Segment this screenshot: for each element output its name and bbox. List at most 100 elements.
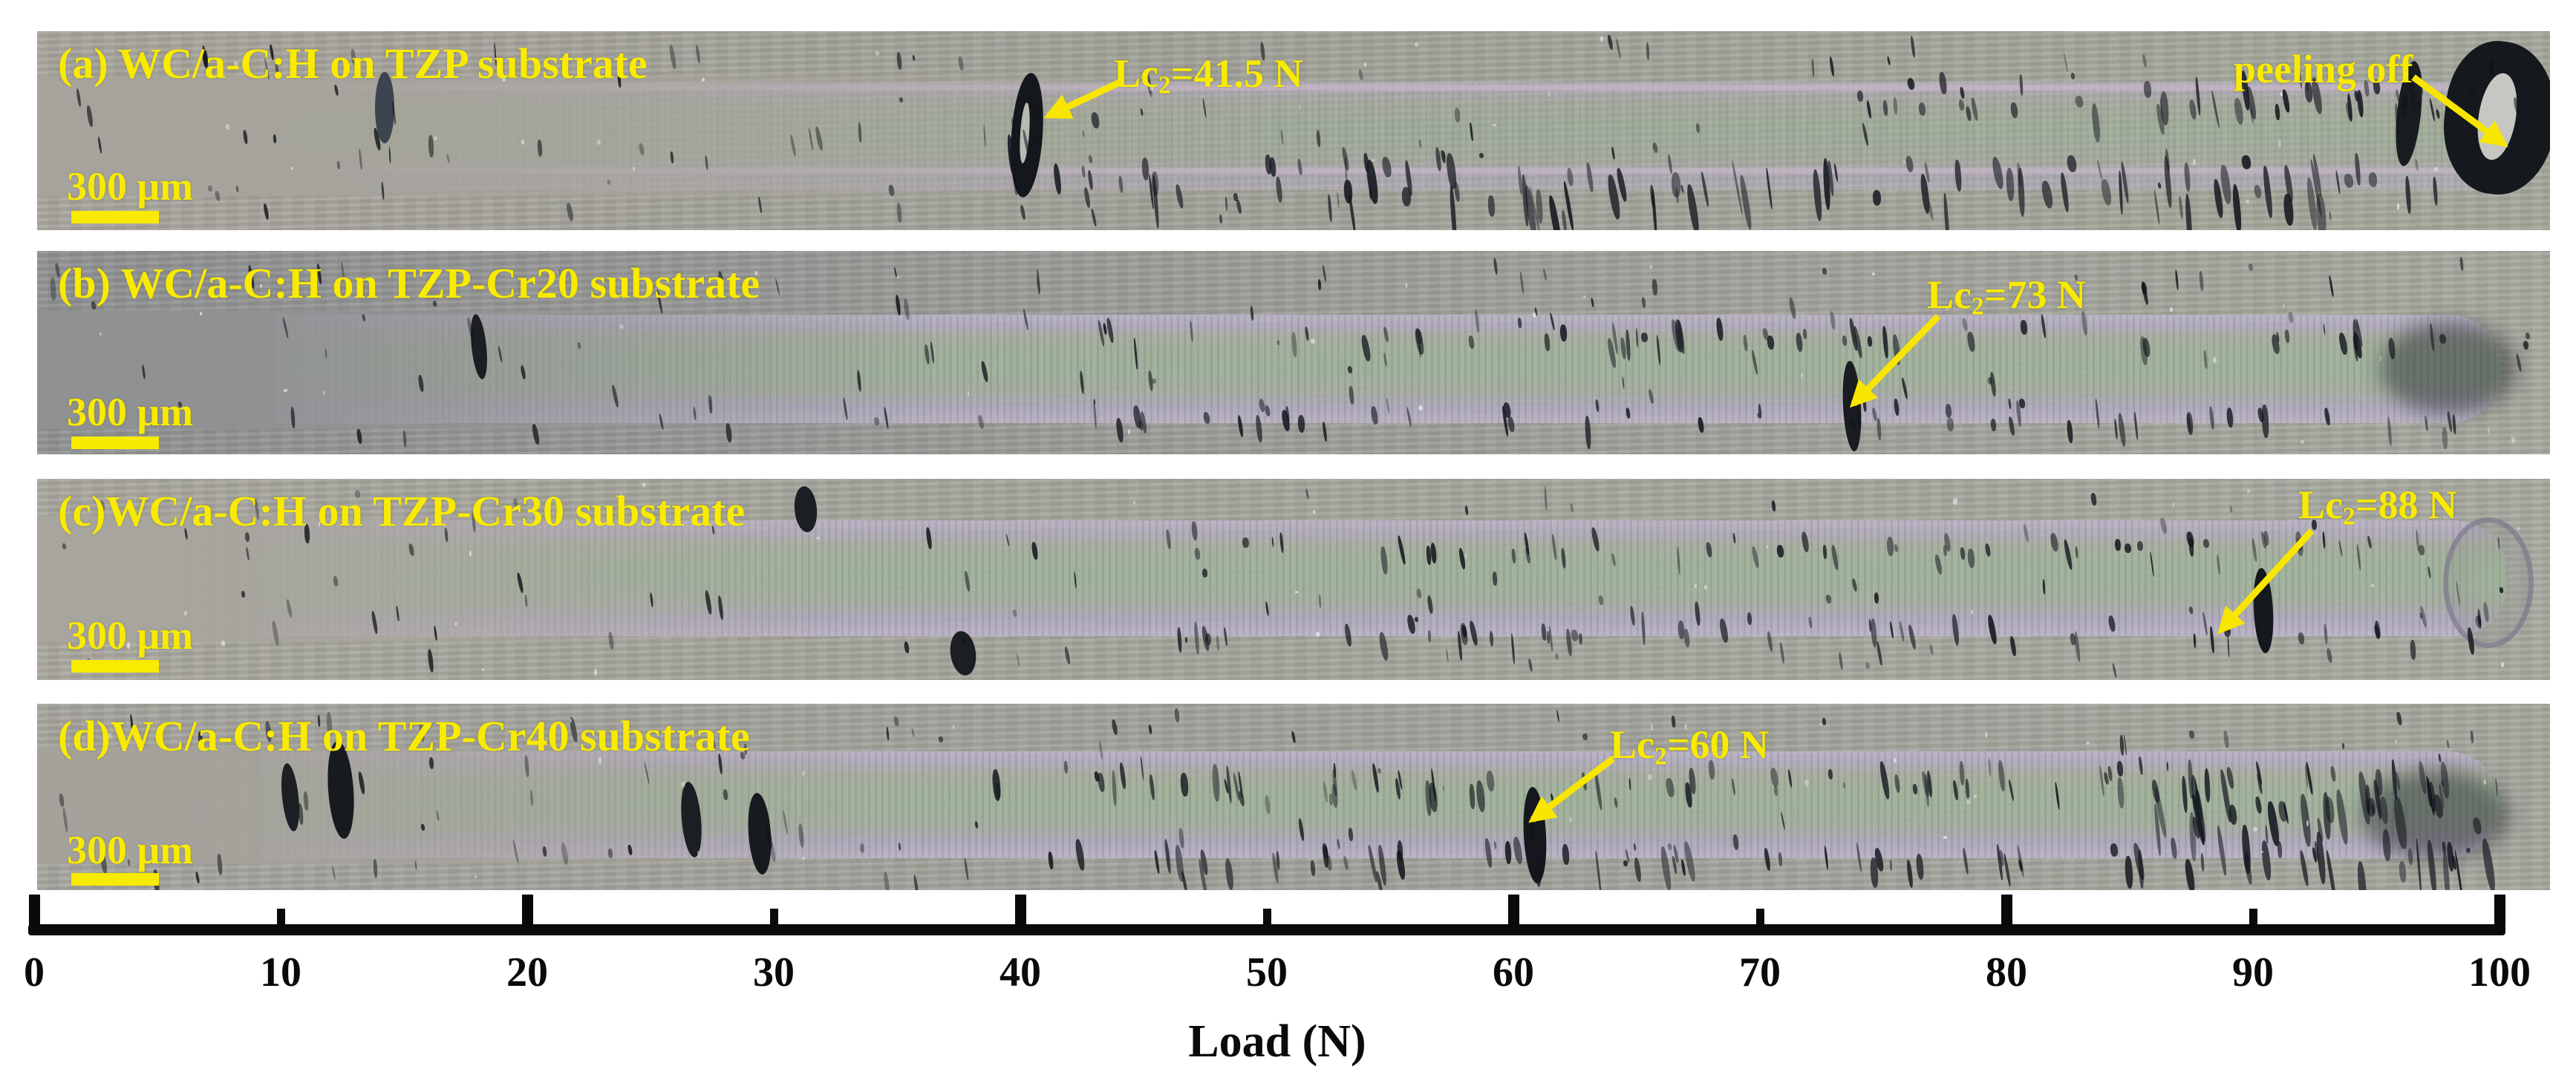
axis-tick <box>1507 895 1519 926</box>
speck <box>1297 414 1306 434</box>
speck <box>1583 295 1586 299</box>
axis-tick-label: 20 <box>506 949 548 996</box>
speck <box>565 202 575 222</box>
speck <box>76 88 82 108</box>
speck <box>1364 159 1380 205</box>
speck <box>755 271 757 276</box>
speck <box>2515 353 2523 373</box>
speck <box>2398 860 2407 883</box>
speck <box>658 413 664 430</box>
speck <box>1299 105 1301 111</box>
speck <box>1861 122 1870 147</box>
axis-tick <box>2001 895 2012 926</box>
speck <box>207 185 213 192</box>
speck <box>2166 761 2169 772</box>
speck <box>357 771 366 795</box>
micrograph-panel-d: (d)WC/a-C:H on TZP-Cr40 substrate 300 μm… <box>37 704 2550 890</box>
speck <box>141 364 146 380</box>
speck <box>2482 601 2491 622</box>
speck <box>373 858 378 878</box>
speck <box>1469 122 1473 141</box>
speck <box>912 54 916 62</box>
speck <box>1386 397 1390 414</box>
speck <box>2328 275 2334 297</box>
speck <box>1074 838 1086 872</box>
speck <box>1751 546 1760 569</box>
speck <box>2323 623 2329 645</box>
speck <box>1870 618 1878 648</box>
speck <box>775 278 780 296</box>
speck <box>1264 405 1271 417</box>
speck <box>302 791 309 811</box>
speck <box>1510 632 1516 664</box>
speck <box>1767 545 1769 549</box>
speck <box>1578 632 1583 645</box>
speck <box>1561 843 1570 866</box>
speck <box>2356 89 2365 118</box>
speck <box>1633 857 1643 883</box>
speck <box>1865 99 1873 120</box>
speck <box>577 341 581 350</box>
speck <box>1225 196 1228 211</box>
speck <box>1396 534 1406 565</box>
speck <box>331 865 337 880</box>
speck <box>977 414 985 430</box>
track-fade <box>37 516 2550 642</box>
speck <box>2465 847 2471 854</box>
speck <box>2277 800 2288 823</box>
speck <box>1778 641 1786 664</box>
speck <box>875 51 879 56</box>
speck <box>1178 827 1185 849</box>
speck <box>1827 768 1833 780</box>
speck <box>262 203 270 220</box>
speck <box>1148 774 1156 800</box>
speck <box>1731 778 1736 795</box>
speck <box>2497 536 2501 550</box>
speck <box>968 391 970 396</box>
speck <box>1047 851 1054 869</box>
lc2-value: =73 N <box>1983 272 2087 317</box>
speck <box>1414 616 1419 623</box>
speck <box>97 136 102 154</box>
speck <box>1974 795 1977 799</box>
speck <box>1584 415 1592 449</box>
speck <box>469 551 472 556</box>
speck <box>1454 107 1461 122</box>
speck <box>1732 834 1739 851</box>
speck <box>638 143 645 156</box>
speck <box>1533 313 1536 318</box>
speck <box>1894 774 1901 794</box>
annotation-arrow-icon <box>1043 78 1123 120</box>
speck <box>1236 199 1242 214</box>
speck <box>1487 194 1496 218</box>
speck <box>1173 844 1186 883</box>
speck <box>2193 159 2196 166</box>
speck <box>2470 730 2474 743</box>
speck <box>979 360 990 383</box>
speck <box>226 124 230 131</box>
speck <box>1415 42 1418 48</box>
speck <box>1682 840 1698 883</box>
speck <box>1174 183 1185 209</box>
axis-tick-label: 70 <box>1739 949 1781 996</box>
speck <box>1348 827 1354 842</box>
speck <box>2017 167 2026 218</box>
speck <box>1493 840 1497 849</box>
speck <box>2229 505 2233 514</box>
speck <box>1082 130 1085 137</box>
speck <box>1641 296 1647 309</box>
speck <box>1020 204 1026 220</box>
speck <box>434 137 437 141</box>
speck <box>1115 417 1124 443</box>
speck <box>2216 825 2228 876</box>
speck <box>1223 627 1228 647</box>
speck <box>2178 195 2184 220</box>
speck <box>1780 811 1786 831</box>
micrograph-texture <box>37 479 2550 680</box>
speck <box>537 139 543 157</box>
speck <box>2418 544 2425 555</box>
speck <box>2062 538 2074 570</box>
speck <box>1872 189 1882 206</box>
speck <box>768 839 777 862</box>
speck <box>2116 412 2127 448</box>
